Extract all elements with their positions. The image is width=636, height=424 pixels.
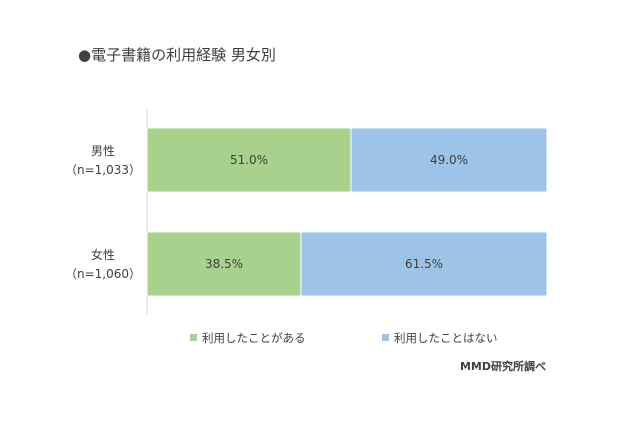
category-sublabel-1: （n=1,060） [65,267,141,281]
legend-label-1: 利用したことはない [394,331,498,345]
bar-1-1 [300,231,548,297]
category-labels: 男性 （n=1,033） 女性 （n=1,060） [65,144,141,281]
chart-title: ●電子書籍の利用経験 男女別 [78,46,276,64]
category-label-1: 女性 [91,247,115,262]
legend-swatch-0 [190,334,197,341]
legend: 利用したことがある 利用したことはない [190,331,498,345]
data-label-0-1: 49.0% [430,153,468,167]
category-sublabel-0: （n=1,033） [65,163,141,177]
bar-0-1 [350,127,548,193]
legend-swatch-1 [382,334,389,341]
bar-1-0 [146,231,302,297]
data-label-0-0: 51.0% [230,153,268,167]
data-label-1-1: 61.5% [405,257,443,271]
source-note: MMD研究所調べ [460,359,546,373]
data-label-1-0: 38.5% [205,257,243,271]
legend-label-0: 利用したことがある [202,331,306,345]
category-label-0: 男性 [91,144,115,158]
bars: 51.0% 49.0% 38.5% 61.5% [146,127,548,297]
bar-0-0 [146,127,352,193]
